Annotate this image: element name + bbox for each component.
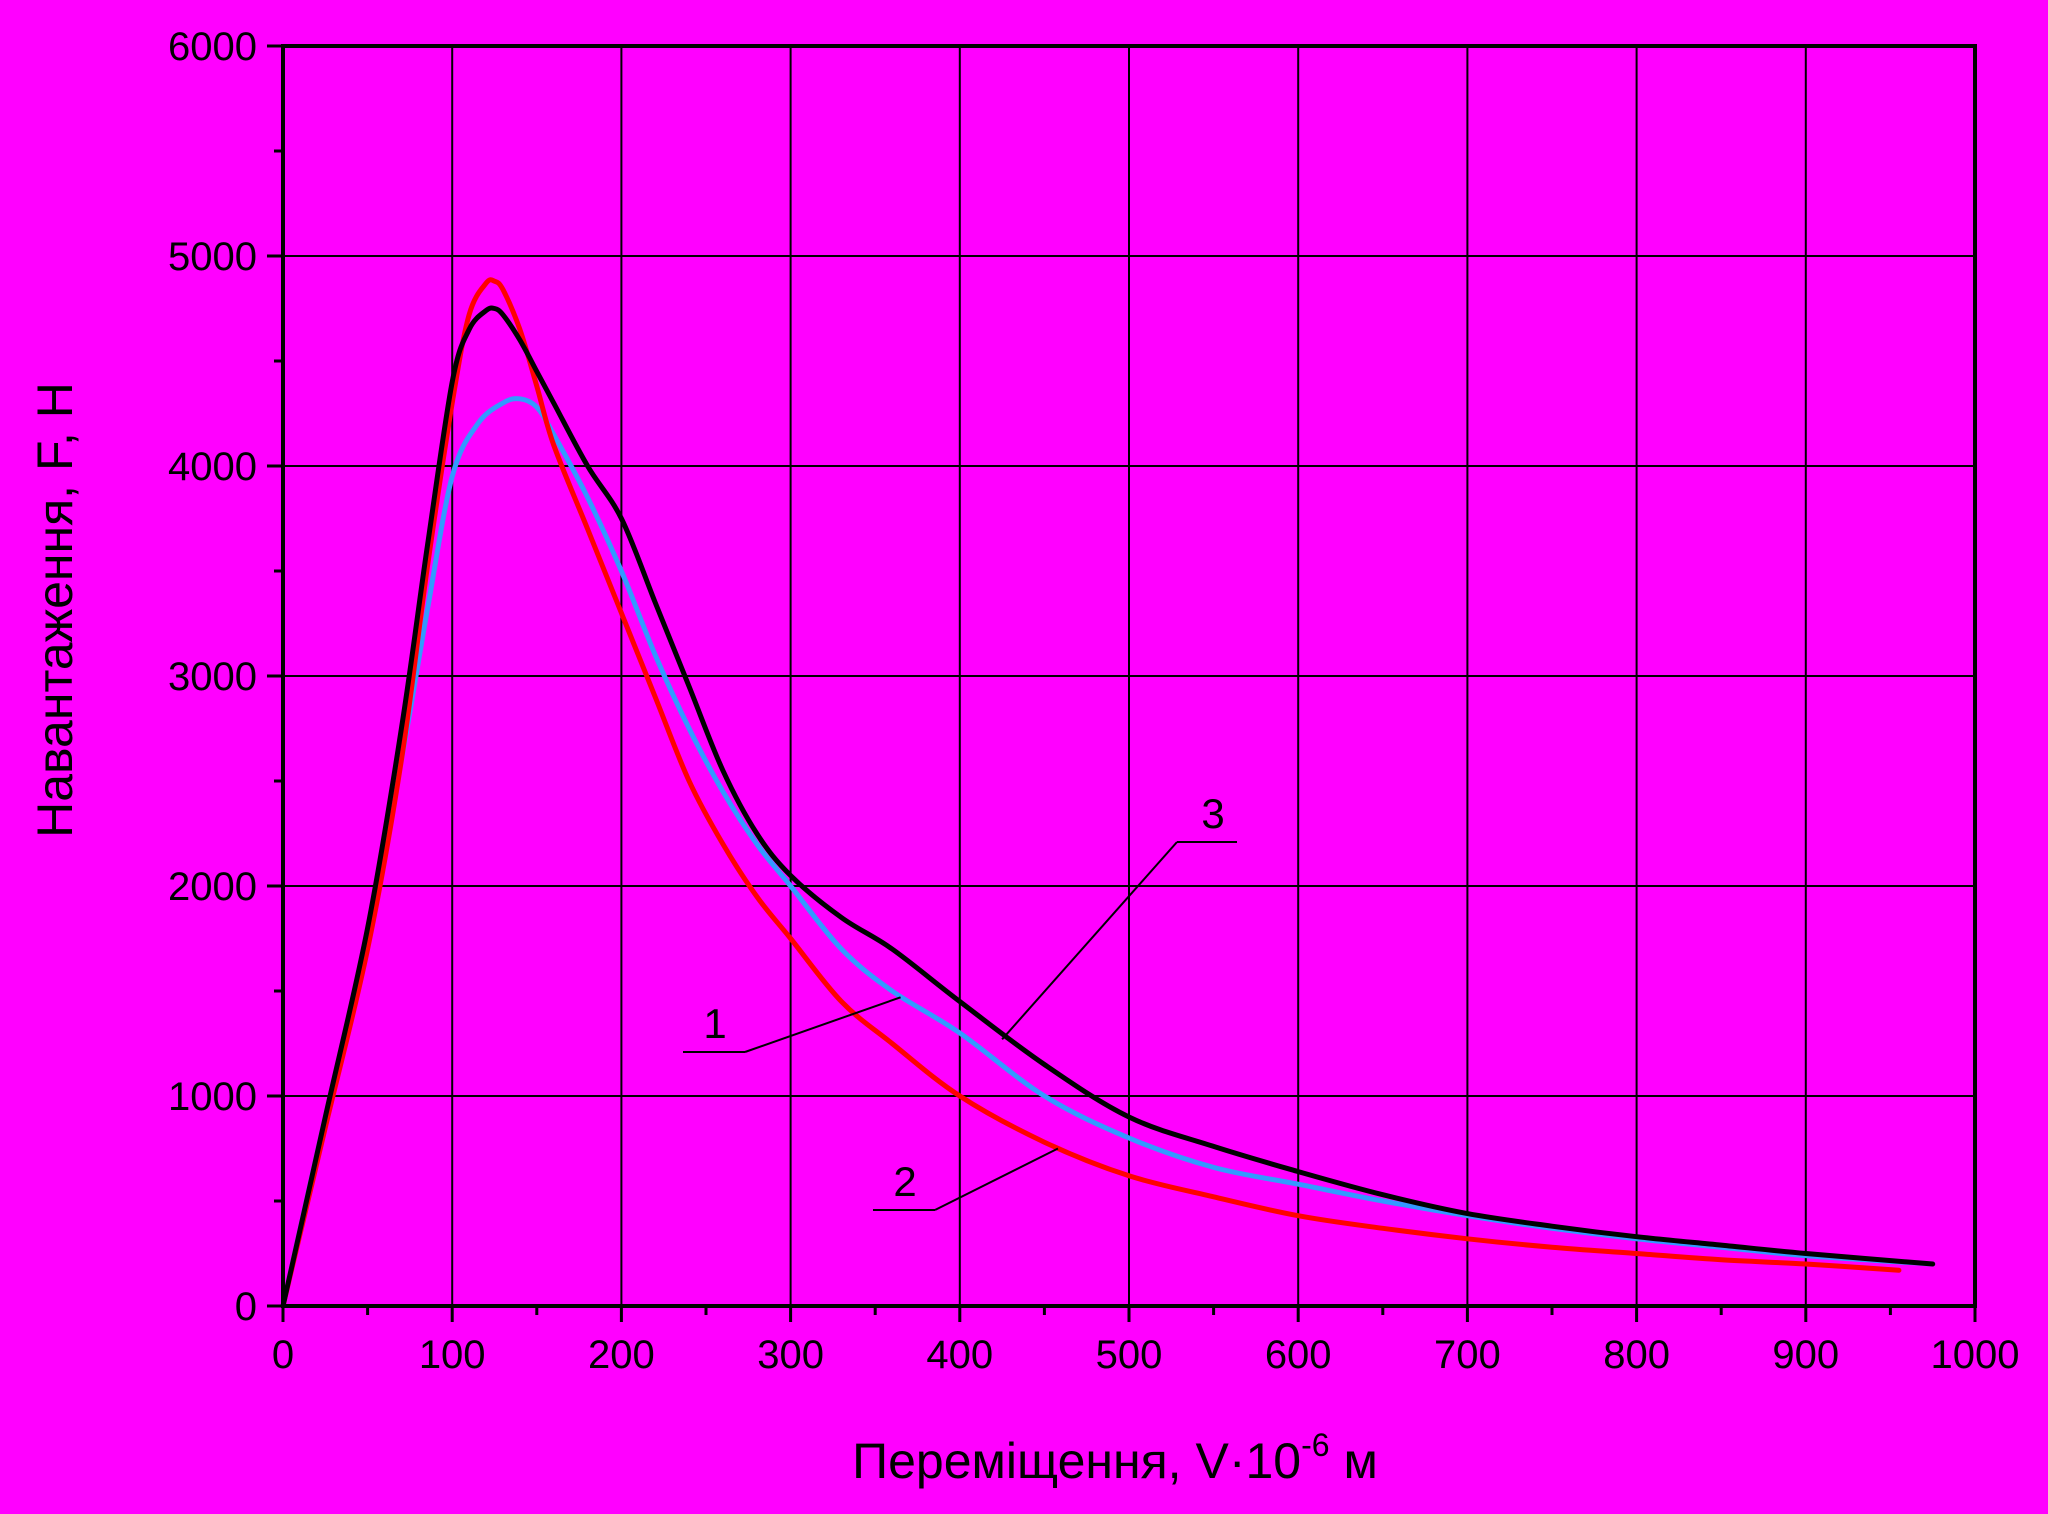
- y-tick-label-0: 0: [235, 1285, 257, 1329]
- x-tick-label-200: 200: [588, 1333, 655, 1377]
- curves: [280, 277, 1936, 1309]
- y-tick-label-2000: 2000: [168, 865, 257, 909]
- x-tick-label-1000: 1000: [1931, 1333, 2020, 1377]
- series-line-3: [280, 305, 1936, 1309]
- x-tick-label-600: 600: [1265, 1333, 1332, 1377]
- curve-label-2: 2: [893, 1158, 916, 1205]
- leader-line-1: [744, 996, 901, 1053]
- x-axis-title-main: Переміщення, V·10: [852, 1433, 1301, 1489]
- y-tick-label-4000: 4000: [168, 445, 257, 489]
- x-axis-title-unit: м: [1330, 1433, 1378, 1489]
- x-tick-label-900: 900: [1772, 1333, 1839, 1377]
- y-tick-label-5000: 5000: [168, 235, 257, 279]
- annotations: 1 2 3: [683, 790, 1237, 1211]
- y-tick-label-1000: 1000: [168, 1075, 257, 1119]
- x-tick-label-0: 0: [272, 1333, 294, 1377]
- leader-line-3: [1001, 841, 1178, 1040]
- x-tick-label-500: 500: [1096, 1333, 1163, 1377]
- leader-line-2: [934, 1147, 1059, 1211]
- x-axis-title-exponent: -6: [1301, 1427, 1329, 1463]
- ticks: [267, 44, 1977, 1322]
- y-tick-label-3000: 3000: [168, 655, 257, 699]
- y-tick-label-6000: 6000: [168, 25, 257, 69]
- x-tick-label-700: 700: [1434, 1333, 1501, 1377]
- curve-label-1: 1: [703, 1000, 726, 1047]
- x-tick-label-800: 800: [1603, 1333, 1670, 1377]
- x-tick-label-300: 300: [757, 1333, 824, 1377]
- y-axis-title: Навантаження, F, Н: [27, 382, 83, 838]
- series-line-2: [280, 277, 1902, 1309]
- x-tick-label-400: 400: [926, 1333, 993, 1377]
- tick-labels: 0 100 200 300 400 500 600 700 800 900 1000 0 1000 200…: [168, 25, 2019, 1377]
- curve-label-3: 3: [1201, 790, 1224, 837]
- x-axis-title: Переміщення, V·10-6 м: [852, 1427, 1378, 1489]
- x-tick-label-100: 100: [419, 1333, 486, 1377]
